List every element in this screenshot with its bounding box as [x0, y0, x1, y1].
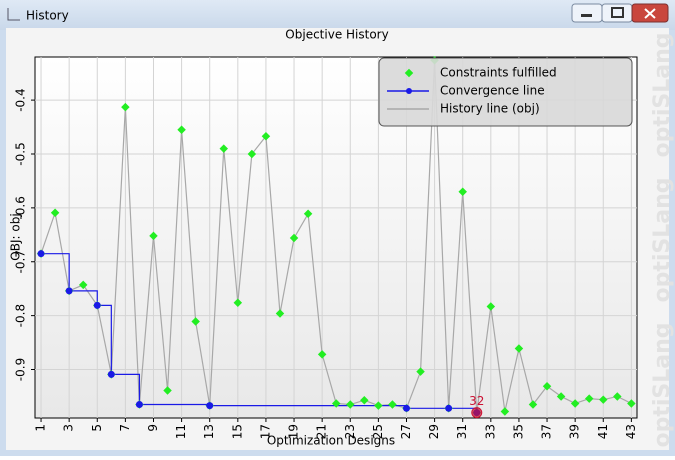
x-tick-label: 41: [596, 424, 610, 439]
minimize-icon: [581, 14, 592, 17]
constraint-marker: [528, 400, 538, 409]
constraint-marker: [121, 102, 130, 112]
constraint-marker: [613, 392, 622, 401]
constraint-marker: [331, 399, 341, 408]
best-design-marker: [471, 407, 483, 419]
convergence-point: [37, 250, 45, 258]
constraint-marker: [346, 400, 355, 409]
x-tick-label: 29: [427, 424, 441, 439]
constraint-marker: [627, 399, 636, 408]
y-tick-label: -0.4: [14, 88, 28, 111]
convergence-step: [41, 253, 70, 291]
constraint-marker: [599, 395, 608, 404]
x-tick-label: 37: [540, 424, 554, 439]
plot: -0.4-0.5-0.6-0.7-0.8-0.91 3 5 7 9 11 13 15 17 19 2…: [14, 55, 638, 439]
x-tick-label: 27: [399, 424, 413, 439]
minimize-button[interactable]: [571, 3, 603, 23]
x-tick-label: 39: [568, 424, 582, 439]
x-tick-label: 33: [483, 424, 497, 439]
x-tick-label: 43: [624, 424, 638, 439]
x-tick-label: 11: [174, 424, 188, 439]
constraint-marker: [191, 317, 200, 326]
y-tick-label: -0.9: [14, 358, 28, 381]
convergence-point: [93, 301, 101, 309]
legend-label: Constraints fulfilled: [440, 66, 557, 80]
constraint-marker: [275, 309, 285, 318]
window-icon: [7, 8, 20, 21]
constraint-marker: [177, 125, 186, 134]
x-tick-label: 5: [90, 424, 104, 432]
x-tick-label: 9: [146, 424, 160, 432]
constraint-marker: [584, 394, 594, 403]
convergence-step: [69, 290, 98, 306]
convergence-point: [402, 404, 410, 412]
y-axis-label: OBJ: obj: [9, 213, 23, 260]
x-tick-label: 15: [230, 424, 244, 439]
constraint-marker: [514, 344, 524, 353]
close-icon: [644, 8, 656, 19]
legend-symbol: [404, 68, 414, 78]
watermark: optiSLang: [650, 322, 675, 447]
x-tick-label: 35: [511, 424, 525, 439]
constraint-marker: [247, 149, 257, 159]
x-tick-label: 31: [455, 424, 469, 439]
y-tick-label: -0.7: [14, 250, 28, 273]
convergence-point: [135, 401, 143, 409]
x-tick-label: 23: [343, 424, 357, 439]
x-tick-label: 25: [371, 424, 385, 439]
legend-symbol: [406, 88, 412, 94]
constraint-marker: [416, 367, 425, 376]
convergence-step: [111, 373, 141, 405]
y-tick-label: -0.5: [14, 142, 28, 165]
x-tick-label: 3: [62, 424, 76, 432]
constraint-marker: [233, 298, 243, 307]
constraint-marker: [458, 187, 467, 196]
maximize-icon: [611, 7, 624, 18]
constraint-marker: [219, 144, 229, 153]
constraint-marker: [388, 400, 397, 409]
y-tick-label: -0.6: [14, 196, 28, 219]
x-tick-label: 7: [118, 424, 132, 432]
constraint-marker: [149, 231, 158, 241]
constraint-marker: [570, 399, 580, 408]
x-tick-label: 13: [202, 424, 216, 439]
x-tick-label: 17: [258, 424, 272, 439]
x-tick-label: 1: [34, 424, 48, 432]
constraint-marker: [486, 302, 496, 311]
x-tick-label: 21: [315, 424, 329, 439]
constraint-marker: [374, 401, 383, 410]
convergence-step: [97, 304, 112, 375]
convergence-point: [206, 402, 214, 410]
chart-title: Objective History: [285, 28, 388, 42]
x-axis-label: Optimization Designs: [267, 434, 395, 448]
constraint-marker: [261, 131, 271, 141]
constraint-marker: [303, 209, 313, 219]
best-design-label: 32: [469, 394, 484, 408]
title-bar: [0, 0, 675, 30]
convergence-point: [445, 404, 453, 412]
constraint-marker: [163, 386, 172, 395]
constraint-marker: [78, 280, 88, 290]
watermark: optiSLang: [650, 177, 675, 302]
maximize-button[interactable]: [601, 3, 633, 23]
legend-label: History line (obj): [440, 102, 540, 116]
convergence-point: [107, 370, 115, 378]
constraint-marker: [360, 395, 369, 405]
constraint-marker: [317, 350, 327, 359]
legend-label: Convergence line: [440, 84, 545, 98]
x-tick-label: 19: [287, 424, 301, 439]
constraint-marker: [50, 208, 60, 217]
constraint-marker: [542, 381, 552, 391]
constraint-marker: [556, 392, 566, 401]
legend-box: [378, 57, 633, 127]
constraint-marker: [500, 407, 510, 416]
convergence-point: [65, 287, 73, 295]
window-title: History: [26, 9, 69, 23]
watermark: optiSLang: [650, 32, 675, 157]
y-tick-label: -0.8: [14, 304, 28, 327]
constraint-marker: [289, 233, 299, 243]
